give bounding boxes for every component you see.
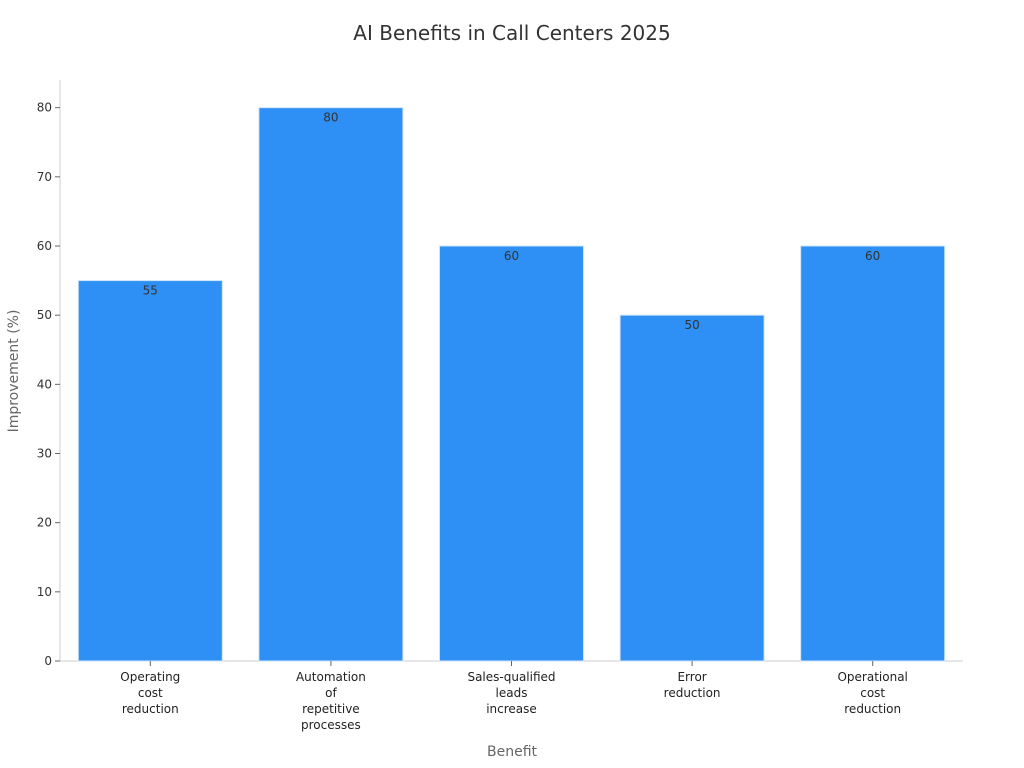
bar-value-label: 60 — [504, 249, 519, 263]
bar — [258, 107, 404, 662]
y-tick-label: 40 — [37, 377, 52, 391]
plot-area: 0 10 20 30 40 50 60 70 80 55 Operating cost reductio… — [37, 80, 963, 732]
y-tick-label: 30 — [37, 447, 52, 461]
y-tick-label: 70 — [37, 170, 52, 184]
y-tick-label: 20 — [37, 516, 52, 530]
x-tick-label: Automation of repetitive processes — [296, 670, 366, 732]
y-tick-label: 0 — [44, 654, 52, 668]
y-tick-label: 50 — [37, 308, 52, 322]
bar — [619, 314, 765, 662]
bar — [439, 245, 584, 662]
bar — [77, 280, 223, 662]
bar-value-label: 55 — [143, 284, 158, 298]
bar-value-label: 60 — [865, 249, 880, 263]
chart-title: AI Benefits in Call Centers 2025 — [353, 21, 670, 45]
x-axis-label: Benefit — [487, 744, 538, 760]
bar-value-label: 50 — [684, 318, 699, 332]
bar — [800, 245, 946, 662]
x-tick-label: Operating cost reduction — [120, 670, 180, 716]
y-tick-label: 10 — [37, 585, 52, 599]
bar-value-label: 80 — [323, 111, 338, 125]
y-tick-label: 80 — [37, 101, 52, 115]
y-axis-label: Improvement (%) — [6, 310, 22, 433]
x-tick-label: Error reduction — [664, 670, 721, 700]
x-tick-label: Operational cost reduction — [837, 670, 907, 716]
y-tick-label: 60 — [37, 239, 52, 253]
x-tick-label: Sales-qualified leads increase — [467, 670, 555, 716]
